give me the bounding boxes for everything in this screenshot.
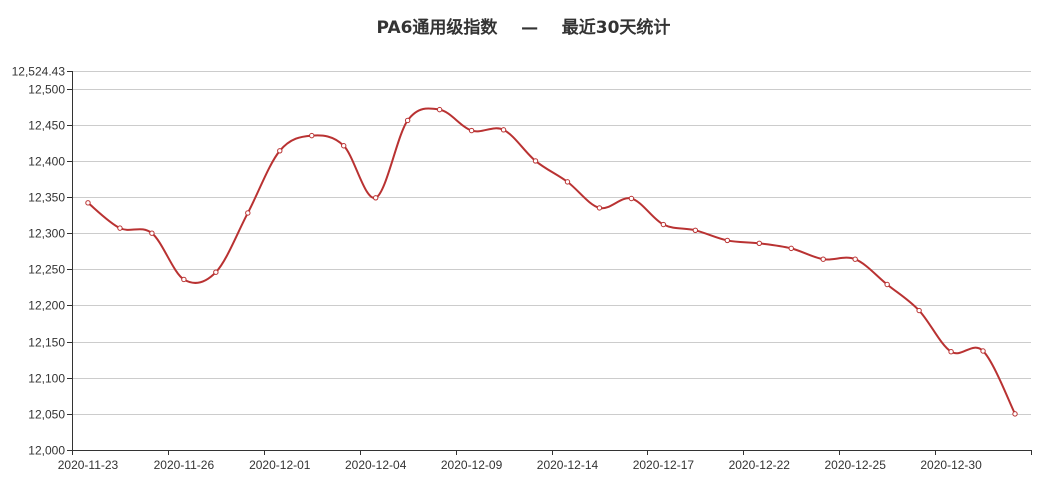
data-point (500, 127, 507, 133)
data-point (468, 127, 475, 134)
data-point (149, 230, 155, 236)
y-tick-label: 12,350 (28, 191, 65, 205)
x-tick-label: 2020-12-17 (633, 458, 695, 472)
data-points (85, 106, 1018, 417)
y-tick-label: 12,100 (28, 372, 65, 386)
x-axis-ticks: 2020-11-23 2020-11-26 2020-12-01 2020-12-04… (58, 450, 1032, 472)
series-layer (87, 107, 1016, 415)
y-tick-label: 12,150 (28, 336, 65, 350)
series-line (87, 107, 1016, 415)
x-tick-label: 2020-12-25 (824, 458, 886, 472)
data-point (948, 349, 954, 355)
axes (72, 71, 1031, 451)
x-tick-label: 2020-12-14 (537, 458, 599, 472)
x-tick-label: 2020-12-09 (441, 458, 503, 472)
data-point (692, 227, 699, 234)
data-point (309, 132, 315, 139)
y-tick-label: 12,250 (28, 263, 65, 277)
data-point (852, 256, 858, 262)
data-point (436, 106, 443, 113)
y-tick-label: 12,524.43 (12, 65, 66, 79)
data-point (884, 281, 890, 288)
data-point (564, 179, 571, 185)
chart-title: PA6通用级指数 — 最近30天统计 (376, 18, 671, 38)
y-tick-label: 12,300 (28, 227, 65, 241)
data-point (1012, 411, 1018, 417)
data-point (181, 276, 187, 283)
data-point (277, 148, 283, 154)
x-tick-label: 2020-12-04 (345, 458, 407, 472)
data-point (404, 117, 411, 124)
gridlines (72, 71, 1031, 415)
data-point (213, 269, 219, 275)
x-tick-label: 2020-11-23 (58, 458, 119, 472)
x-tick-label: 2020-11-26 (154, 458, 215, 472)
data-point (660, 221, 667, 228)
data-point (724, 237, 731, 244)
data-point (245, 210, 251, 216)
x-tick-label: 2020-12-01 (249, 458, 311, 472)
y-tick-label: 12,500 (28, 83, 65, 97)
data-point (85, 200, 91, 206)
data-point (532, 158, 539, 164)
data-point (820, 256, 826, 262)
x-tick-label: 2020-12-22 (729, 458, 791, 472)
y-tick-label: 12,400 (28, 155, 65, 169)
y-tick-label: 12,050 (28, 408, 65, 422)
data-point (372, 195, 379, 201)
y-tick-label: 12,200 (28, 299, 65, 313)
data-point (117, 225, 123, 231)
data-point (980, 348, 986, 354)
data-point (788, 245, 794, 252)
data-point (916, 307, 922, 314)
data-point (628, 195, 635, 202)
x-tick-label: 2020-12-30 (920, 458, 982, 472)
data-point (756, 240, 762, 247)
y-axis-ticks: 12,000 12,050 12,100 12,150 12,200 12,250 12,3… (12, 65, 72, 458)
data-point (341, 143, 347, 149)
y-tick-label: 12,450 (28, 119, 65, 133)
y-tick-label: 12,000 (28, 444, 65, 458)
data-point (596, 205, 603, 211)
